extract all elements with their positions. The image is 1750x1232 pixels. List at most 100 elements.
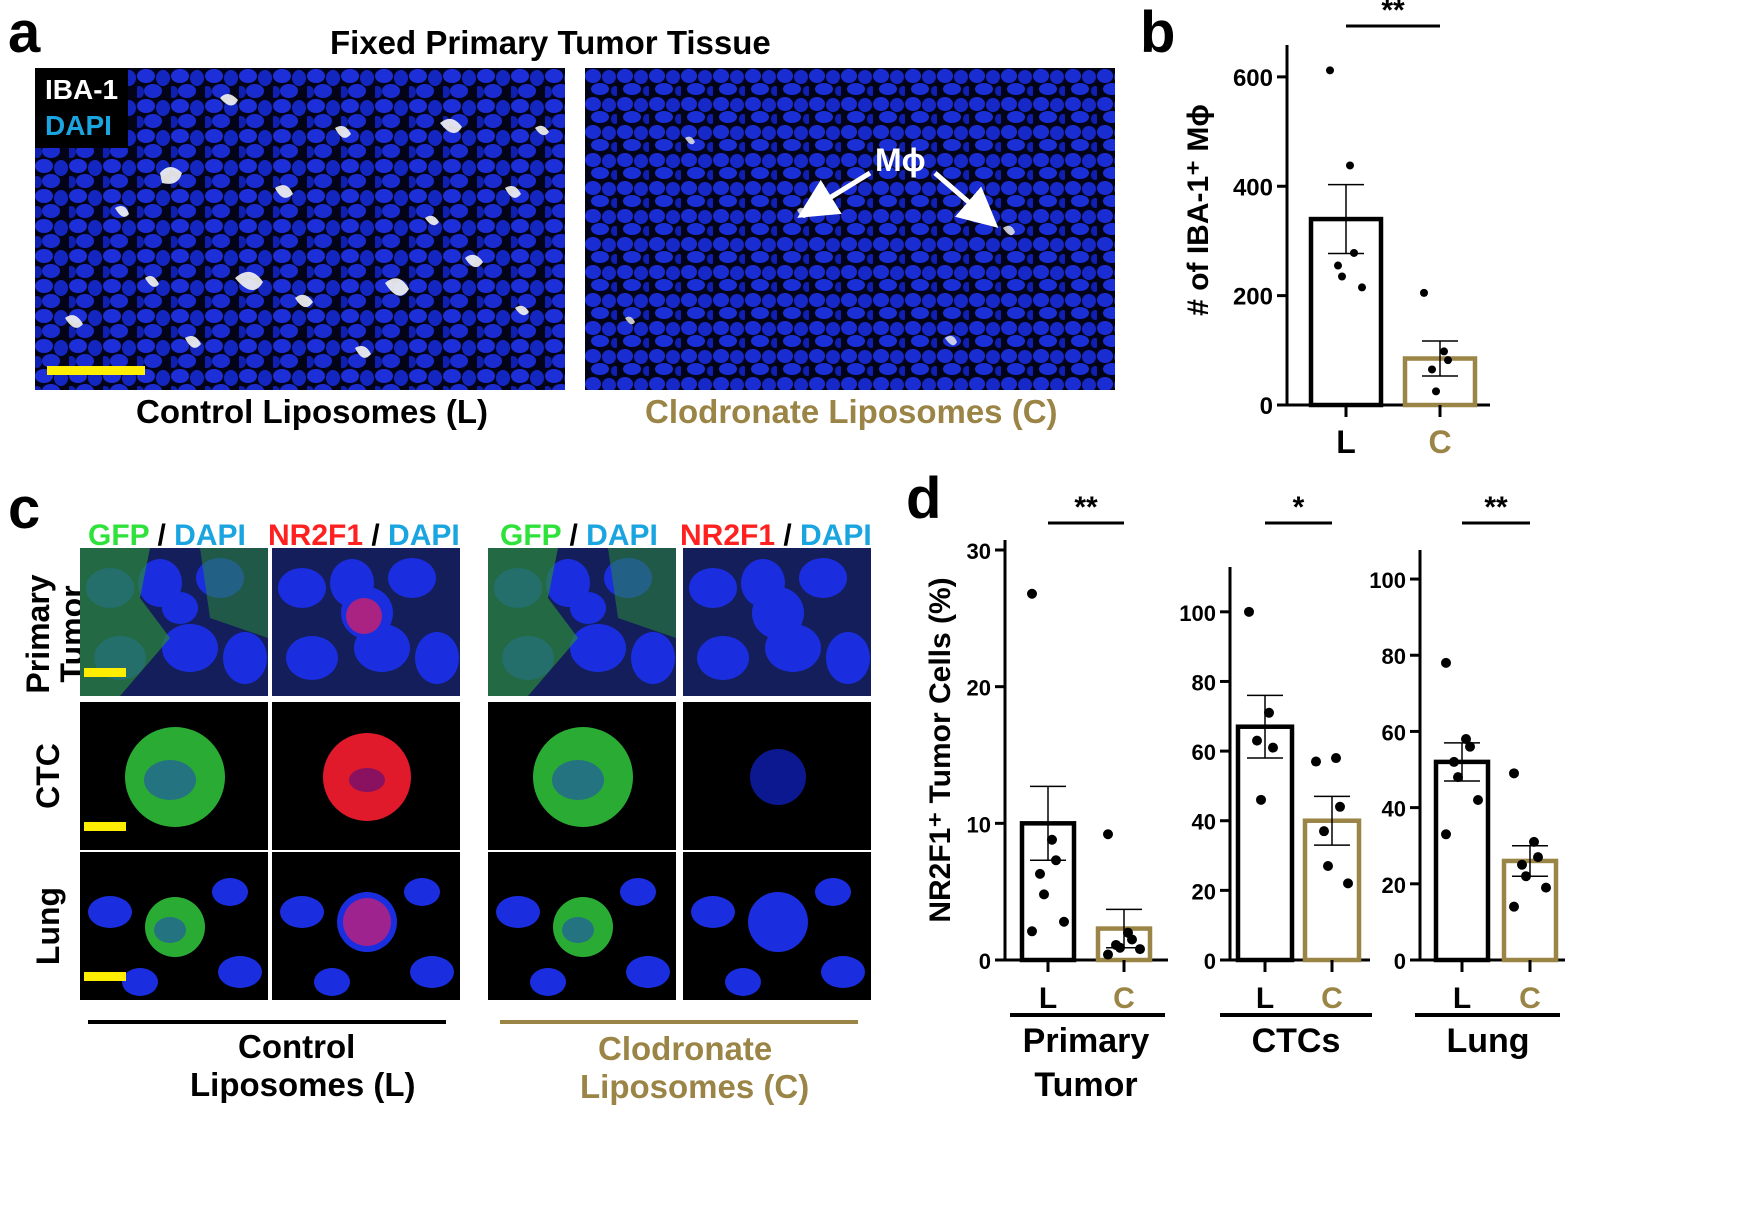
micrograph-image	[683, 702, 871, 850]
stain-legend: IBA-1 DAPI	[35, 68, 129, 148]
gfp-signal	[200, 548, 268, 638]
header-sep: /	[149, 519, 175, 552]
data-point	[1059, 916, 1069, 927]
micrograph-cell	[80, 852, 268, 1000]
data-point	[1529, 836, 1539, 847]
nucleus	[620, 878, 656, 906]
data-point	[1256, 794, 1266, 805]
chart-d-2: 0 20 40 60 80 100 L C *	[1179, 491, 1370, 1015]
significance-label: **	[1484, 491, 1508, 524]
control-caption: Control Liposomes (L)	[136, 393, 488, 430]
header-gfp-dapi-clodronate: GFP / DAPI	[500, 519, 658, 553]
data-point	[1051, 855, 1061, 866]
data-point	[1432, 387, 1440, 396]
micrograph-cell	[80, 702, 268, 850]
group-label-3: Lung	[1446, 1022, 1529, 1060]
data-point	[1521, 871, 1531, 882]
y-tick-label: 100	[1179, 601, 1216, 626]
scale-bar	[47, 366, 145, 375]
data-point	[1440, 347, 1448, 356]
nucleus	[815, 878, 851, 906]
y-tick-label: 10	[967, 812, 991, 837]
nucleus	[223, 632, 267, 684]
nucleus	[570, 624, 626, 672]
x-tick-label-C: C	[1321, 982, 1343, 1015]
nucleus	[88, 896, 132, 928]
data-point	[1244, 606, 1254, 617]
nucleus	[562, 917, 594, 943]
chart-b-svg: 0 200 400 600 L C ** # of IBA-1⁺ Mϕ	[1182, 0, 1490, 460]
micrograph-image	[683, 548, 871, 696]
micrograph-cell	[272, 548, 460, 696]
arrow-left	[797, 170, 872, 218]
micrograph-image	[683, 852, 871, 1000]
data-point	[1127, 934, 1137, 945]
header-dapi: DAPI	[174, 519, 246, 552]
y-tick-label: 200	[1233, 284, 1273, 311]
micrograph-cell	[80, 548, 268, 696]
gfp-cell	[553, 897, 613, 957]
gfp-cell	[125, 727, 225, 827]
nucleus	[388, 558, 436, 598]
data-point	[1509, 768, 1519, 779]
data-point	[1509, 901, 1519, 912]
chart-d-3: 0 20 40 60 80 100 L C **	[1369, 491, 1565, 1015]
data-point	[1441, 657, 1451, 668]
data-point	[1338, 272, 1346, 281]
panel-d-letter: d	[906, 466, 942, 531]
chart-d-1: 0 10 20 30 L C **	[967, 491, 1168, 1015]
clodronate-tissue-image: Mϕ	[585, 68, 1115, 390]
y-tick-label: 0	[979, 949, 991, 974]
nucleus	[752, 587, 804, 639]
nucleus	[162, 624, 218, 672]
data-point	[1461, 734, 1471, 745]
nucleus	[570, 592, 606, 624]
micrograph-image	[272, 852, 460, 1000]
nucleus	[552, 760, 604, 800]
data-point	[1039, 889, 1049, 900]
micrograph-cell	[488, 548, 676, 696]
clodronate-group-line	[500, 1020, 858, 1024]
header-gfp: GFP	[500, 519, 562, 552]
control-tissue-image: IBA-1 DAPI	[35, 68, 565, 390]
gfp-cell	[533, 727, 633, 827]
control-group-label-2: Liposomes (L)	[190, 1066, 416, 1103]
micrograph-cell	[488, 852, 676, 1000]
x-tick-label-L: L	[1039, 982, 1057, 1015]
micrograph-image	[488, 548, 676, 696]
clodronate-group-label-2: Liposomes (C)	[580, 1068, 810, 1105]
data-point	[1541, 882, 1551, 893]
y-tick-label: 30	[967, 539, 991, 564]
data-point	[1343, 878, 1353, 889]
nucleus	[697, 636, 749, 680]
data-point	[1453, 772, 1463, 783]
header-nr2f1-dapi-control: NR2F1 / DAPI	[268, 519, 460, 553]
data-point	[1346, 161, 1354, 170]
x-tick-label-C: C	[1113, 982, 1135, 1015]
nucleus	[314, 968, 350, 996]
data-point	[1428, 365, 1436, 374]
micrograph-cell	[683, 852, 871, 1000]
nucleus	[826, 632, 870, 684]
data-point	[1311, 756, 1321, 767]
arrow-right	[933, 171, 999, 228]
data-point	[1252, 735, 1262, 746]
data-point	[1334, 261, 1342, 270]
group-label-2: CTCs	[1252, 1022, 1341, 1060]
header-sep: /	[561, 519, 587, 552]
y-axis-title: # of IBA-1⁺ Mϕ	[1182, 104, 1215, 316]
y-tick-label: 20	[1382, 873, 1406, 898]
gfp-cell	[145, 897, 205, 957]
panel-a-letter: a	[8, 0, 41, 65]
y-tick-label: 20	[967, 676, 991, 701]
data-point	[1465, 741, 1475, 752]
y-axis-title: NR2F1⁺ Tumor Cells (%)	[924, 577, 957, 922]
x-tick-label-C: C	[1519, 982, 1541, 1015]
micrograph-cell	[272, 852, 460, 1000]
micrograph-cell	[272, 702, 460, 850]
y-tick-label: 40	[1382, 797, 1406, 822]
bar-L	[1433, 759, 1491, 963]
scale-bar	[84, 822, 126, 831]
clodronate-caption: Clodronate Liposomes (C)	[645, 393, 1058, 430]
